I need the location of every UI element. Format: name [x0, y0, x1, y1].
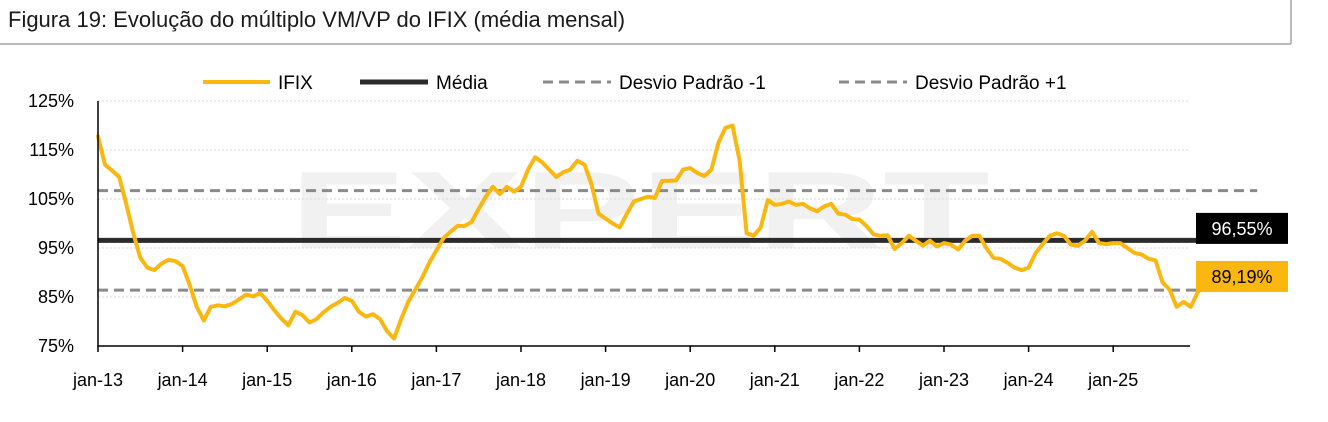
- x-tick-label: jan-23: [918, 370, 969, 390]
- x-tick-label: jan-24: [1003, 370, 1054, 390]
- ifix-series-line: [96, 123, 1257, 341]
- legend-label-desvio-padrao-minus-1: Desvio Padrão -1: [619, 73, 766, 94]
- media-value-label: 96,55%: [1211, 219, 1272, 239]
- value-callouts: 96,55% 89,19%: [1196, 212, 1288, 292]
- x-tick-label: jan-16: [326, 370, 377, 390]
- watermark: EXPERT: [290, 149, 990, 272]
- x-tick-label: jan-21: [749, 370, 800, 390]
- legend: IFIX Média Desvio Padrão -1 Desvio Padrão +…: [203, 73, 1067, 94]
- reference-lines: [98, 189, 1258, 292]
- x-tick-label: jan-17: [410, 370, 461, 390]
- x-tick-label: jan-18: [495, 370, 546, 390]
- media-value-box: [1196, 212, 1288, 244]
- x-tick-label: jan-13: [72, 370, 123, 390]
- tick-labels: 125% 115% 105% 95% 85% 75% jan-13 jan-14 jan-15 j…: [28, 91, 1138, 390]
- gridlines: [98, 100, 1190, 298]
- legend-label-media: Média: [436, 73, 488, 94]
- x-tick-label: jan-25: [1087, 370, 1138, 390]
- legend-label-desvio-padrao-plus-1: Desvio Padrão +1: [915, 73, 1067, 94]
- y-tick-label: 95%: [38, 238, 74, 258]
- y-tick-label: 125%: [28, 91, 74, 111]
- legend-label-ifix: IFIX: [278, 73, 313, 94]
- y-tick-label: 75%: [38, 336, 74, 356]
- x-tick-label: jan-20: [664, 370, 715, 390]
- x-tick-label: jan-22: [833, 370, 884, 390]
- series-layer: [96, 123, 1257, 341]
- y-tick-label: 105%: [28, 189, 74, 209]
- x-tick-label: jan-15: [241, 370, 292, 390]
- figure-title: Figura 19: Evolução do múltiplo VM/VP do…: [8, 7, 625, 32]
- ifix-value-box: [1196, 260, 1288, 292]
- x-tick-label: jan-19: [580, 370, 631, 390]
- ifix-value-label: 89,19%: [1211, 267, 1272, 287]
- y-tick-label: 115%: [29, 140, 74, 160]
- x-tick-label: jan-14: [157, 370, 208, 390]
- axes: [97, 101, 1190, 352]
- y-tick-label: 85%: [38, 287, 74, 307]
